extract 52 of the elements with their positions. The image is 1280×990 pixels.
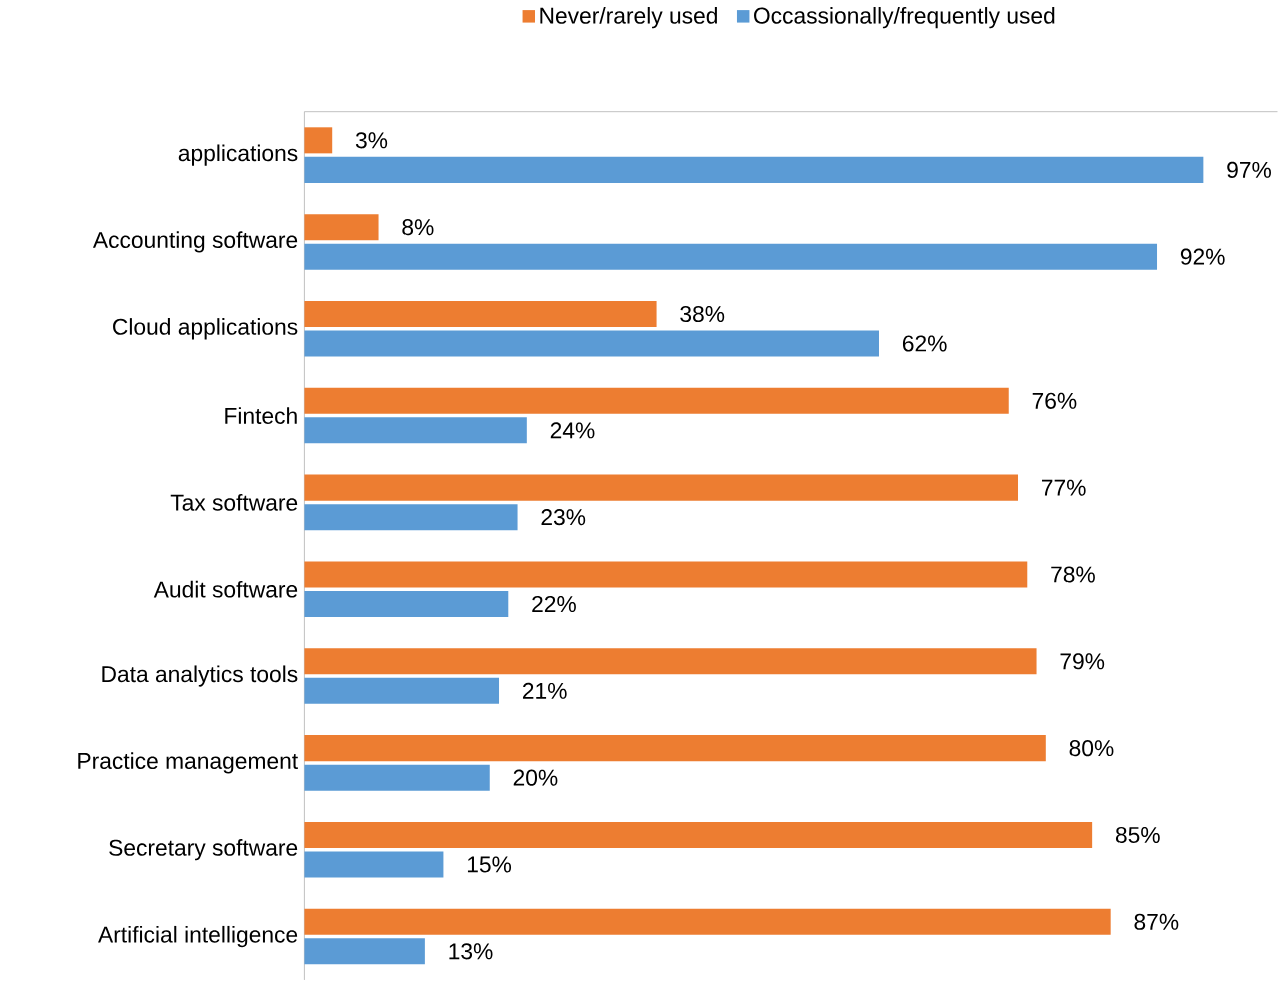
- bar: [304, 821, 1093, 849]
- bar: [304, 474, 1019, 501]
- data-label: 92%: [1180, 248, 1225, 265]
- bar: [304, 127, 333, 154]
- bar: [304, 330, 879, 357]
- bar: [304, 300, 657, 328]
- data-label: 76%: [1032, 392, 1077, 409]
- y-tick-label: Practice management: [78, 752, 298, 774]
- y-tick-label: Cloud applications: [113, 318, 298, 340]
- data-label: 3%: [355, 132, 388, 149]
- bar: [304, 735, 1046, 762]
- bar: [304, 648, 1037, 675]
- data-label: 8%: [402, 219, 434, 236]
- bar: [304, 908, 1111, 935]
- data-label: 23%: [541, 509, 586, 526]
- legend-label: Occassionally/frequently used: [754, 7, 1055, 29]
- data-label: 24%: [550, 422, 595, 439]
- y-tick-label: Audit software: [153, 580, 298, 598]
- y-tick-label: Fintech: [225, 407, 297, 424]
- bar: [304, 417, 527, 444]
- data-label: 38%: [680, 305, 725, 323]
- data-label: 87%: [1134, 913, 1179, 930]
- data-label: 80%: [1069, 740, 1114, 757]
- bar: [304, 561, 1028, 588]
- y-tick-label: Accounting software: [92, 231, 298, 253]
- data-label: 77%: [1042, 479, 1086, 496]
- legend-label: Never/rarely used: [540, 7, 717, 29]
- data-label: 21%: [522, 682, 567, 699]
- bar: [304, 591, 509, 618]
- bar: [304, 938, 425, 965]
- y-tick-label: Secretary software: [109, 839, 298, 861]
- bar: [304, 156, 1204, 183]
- data-label: 22%: [532, 596, 576, 613]
- bar: [304, 851, 444, 878]
- data-label: 79%: [1060, 653, 1105, 670]
- y-tick-label: Tax software: [170, 494, 298, 511]
- bar: [304, 764, 490, 791]
- bar: [304, 677, 500, 704]
- bar: [304, 504, 518, 531]
- y-tick-label: Artificial intelligence: [98, 925, 298, 948]
- bar: [304, 214, 379, 241]
- bar: [304, 387, 1009, 414]
- y-tick-label: applications: [178, 144, 298, 166]
- data-label: 15%: [467, 856, 512, 873]
- data-label: 62%: [902, 335, 947, 352]
- bar: [304, 243, 1158, 270]
- data-label: 97%: [1227, 161, 1271, 178]
- y-tick-label: Data analytics tools: [102, 665, 298, 687]
- data-label: 13%: [449, 943, 493, 960]
- data-label: 85%: [1115, 826, 1160, 844]
- data-label: 78%: [1051, 566, 1095, 583]
- data-label: 20%: [513, 769, 558, 786]
